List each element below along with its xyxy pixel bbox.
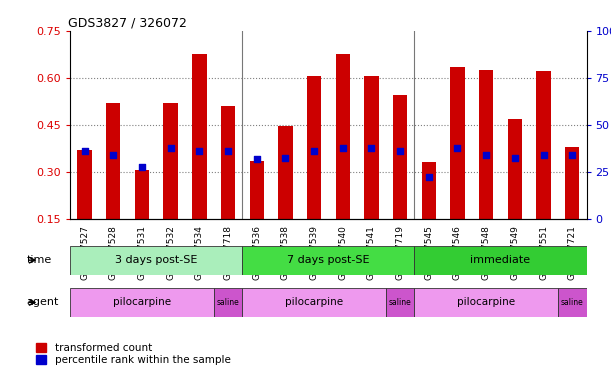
Text: saline: saline (389, 298, 411, 307)
Bar (214, 288, 243, 317)
Bar (364, 76, 379, 219)
Bar (422, 162, 436, 219)
Bar (192, 54, 207, 219)
Point (367, 145, 376, 151)
Bar (70, 246, 243, 275)
Bar (536, 71, 551, 219)
Text: saline: saline (561, 298, 584, 307)
Text: immediate: immediate (470, 255, 530, 265)
Point (424, 174, 434, 180)
Point (166, 145, 175, 151)
Text: pilocarpine: pilocarpine (285, 297, 343, 308)
Bar (70, 288, 214, 317)
Point (510, 155, 520, 161)
Bar (243, 246, 414, 275)
Point (309, 148, 319, 154)
Text: pilocarpine: pilocarpine (457, 297, 515, 308)
Point (79, 148, 89, 154)
Bar (479, 70, 493, 219)
Bar (106, 103, 120, 219)
Point (252, 156, 262, 162)
Point (194, 148, 204, 154)
Bar (135, 170, 149, 219)
Text: time: time (26, 255, 52, 265)
Bar (278, 126, 293, 219)
Legend: transformed count, percentile rank within the sample: transformed count, percentile rank withi… (36, 343, 230, 365)
Bar (221, 106, 235, 219)
Point (481, 152, 491, 158)
Bar (307, 76, 321, 219)
Bar (78, 150, 92, 219)
Point (568, 152, 577, 158)
Text: agent: agent (26, 297, 59, 308)
Point (338, 145, 348, 151)
Text: GDS3827 / 326072: GDS3827 / 326072 (68, 17, 186, 30)
Bar (243, 288, 386, 317)
Point (539, 152, 549, 158)
Point (223, 148, 233, 154)
Bar (386, 288, 414, 317)
Bar (335, 54, 350, 219)
Bar (508, 119, 522, 219)
Point (108, 152, 118, 158)
Point (137, 164, 147, 170)
Point (280, 155, 290, 161)
Bar (565, 147, 579, 219)
Text: 7 days post-SE: 7 days post-SE (287, 255, 370, 265)
Bar (414, 246, 587, 275)
Bar (450, 67, 464, 219)
Text: 3 days post-SE: 3 days post-SE (115, 255, 197, 265)
Bar (414, 288, 558, 317)
Bar (249, 161, 264, 219)
Bar (558, 288, 587, 317)
Point (453, 145, 463, 151)
Bar (164, 103, 178, 219)
Text: pilocarpine: pilocarpine (113, 297, 171, 308)
Point (395, 148, 405, 154)
Bar (393, 95, 408, 219)
Text: saline: saline (217, 298, 240, 307)
